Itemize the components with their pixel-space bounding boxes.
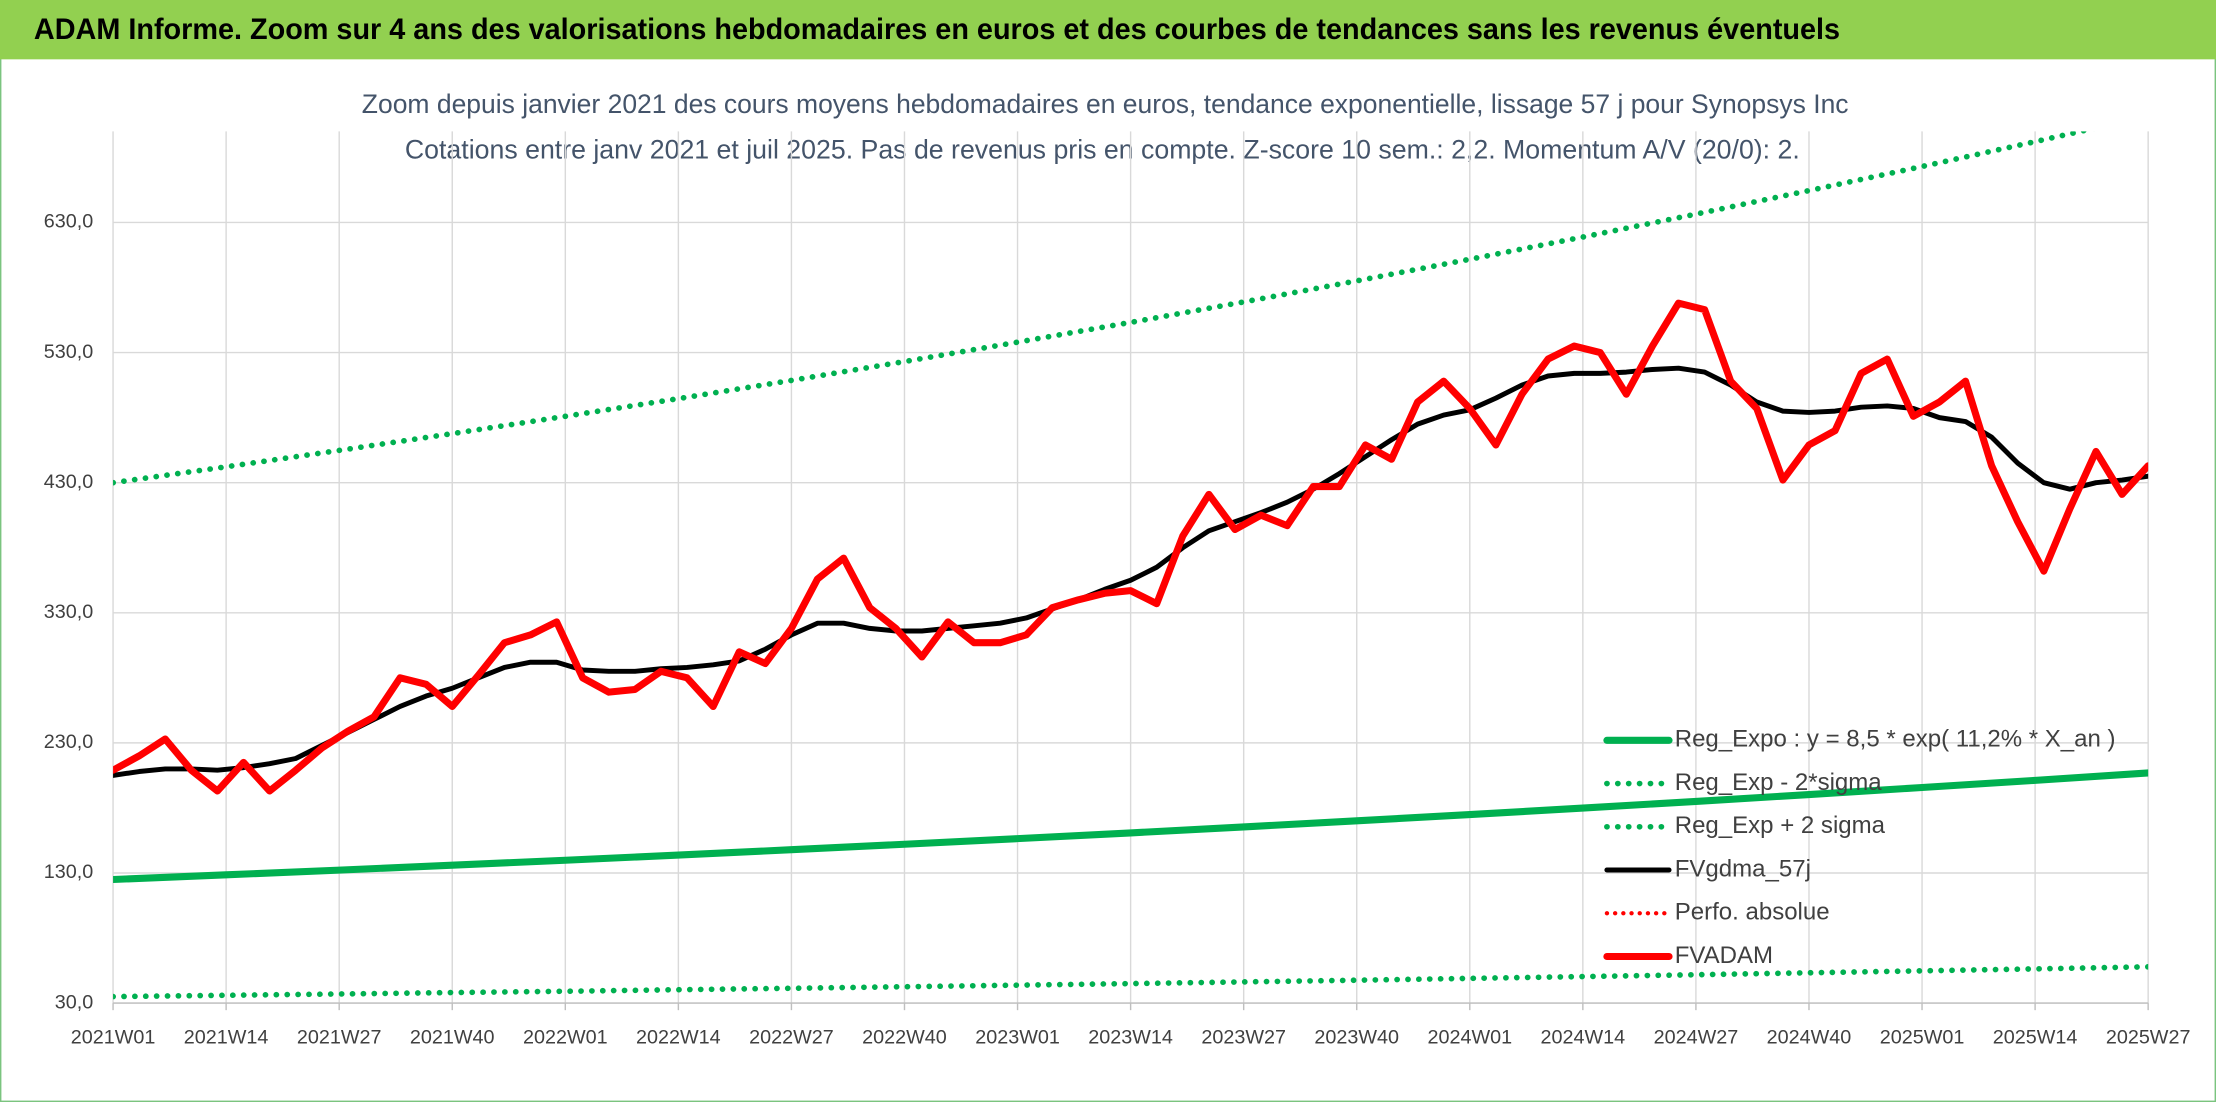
x-tick-label: 2023W01 [975,1027,1060,1049]
x-tick-label: 2024W14 [1541,1027,1626,1049]
series-line [113,769,2149,884]
x-tick-label: 2024W40 [1767,1027,1852,1049]
y-tick-label: 130,0 [44,861,93,883]
x-tick-label: 2025W01 [1880,1027,1965,1049]
legend-label: FVgdma_57j [1675,855,1811,882]
y-tick-label: 230,0 [44,731,93,753]
header-title: ADAM Informe. Zoom sur 4 ans des valoris… [34,13,1840,46]
series-line [113,365,2149,778]
chart-title: Zoom depuis janvier 2021 des cours moyen… [362,89,1849,119]
x-tick-label: 2021W40 [410,1027,495,1049]
legend-label: FVADAM [1675,942,1773,969]
y-tick-label: 630,0 [44,211,93,233]
series-line [113,299,2149,795]
x-tick-label: 2023W14 [1088,1027,1173,1049]
x-tick-label: 2022W27 [749,1027,834,1049]
x-tick-label: 2021W14 [184,1027,269,1049]
legend-label: Reg_Exp - 2*sigma [1675,769,1883,796]
x-tick-label: 2021W01 [71,1027,156,1049]
series-line [113,963,2149,1000]
x-tick-label: 2025W27 [2106,1027,2191,1049]
legend-label: Reg_Expo : y = 8,5 * exp( 11,2% * X_an ) [1675,726,2116,753]
legend-label: Reg_Exp + 2 sigma [1675,812,1886,839]
x-tick-label: 2022W14 [636,1027,721,1049]
y-tick-label: 430,0 [44,471,93,493]
grid: 30,0 130,0 230,0 330,0 430,0 530,0 630,0 2021W0… [44,131,2191,1049]
plot [113,131,2149,1000]
x-tick-label: 2024W01 [1427,1027,1512,1049]
x-tick-label: 2022W01 [523,1027,608,1049]
x-tick-label: 2023W27 [1201,1027,1286,1049]
x-tick-label: 2024W27 [1654,1027,1739,1049]
y-tick-label: 30,0 [55,991,93,1013]
x-tick-label: 2025W14 [1993,1027,2078,1049]
x-tick-label: 2023W40 [1314,1027,1399,1049]
y-tick-label: 330,0 [44,601,93,623]
legend-label: Perfo. absolue [1675,899,1830,926]
legend: Reg_Expo : y = 8,5 * exp( 11,2% * X_an )… [1603,726,2116,969]
header-bar [0,0,2216,60]
x-tick-label: 2021W27 [297,1027,382,1049]
chart-subtitle: Cotations entre janv 2021 et juil 2025. … [405,134,1800,164]
y-tick-label: 530,0 [44,341,93,363]
x-tick-label: 2022W40 [862,1027,947,1049]
series-line [113,131,2094,486]
